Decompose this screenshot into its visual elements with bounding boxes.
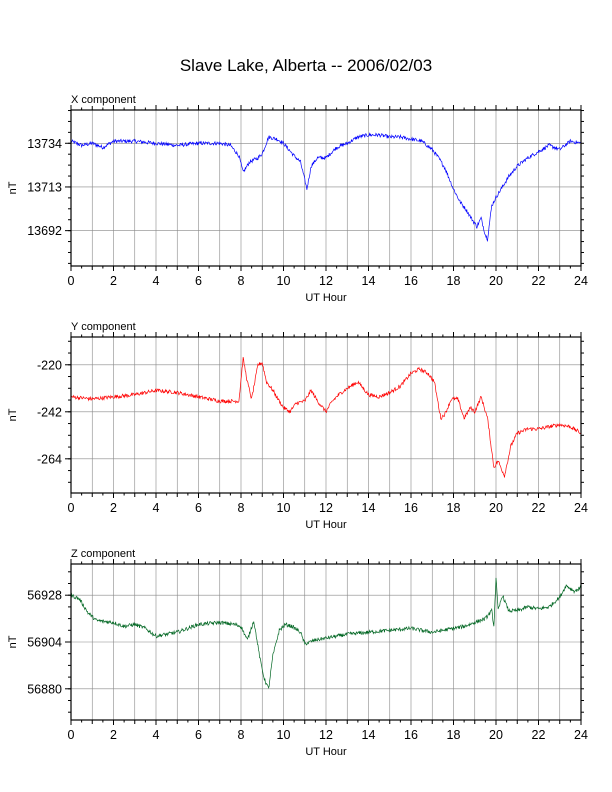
- x-tick-label: 0: [68, 501, 75, 515]
- x-tick-label: 10: [277, 274, 291, 288]
- x-tick-label: 24: [574, 274, 588, 288]
- panel-label: Z component: [71, 548, 135, 560]
- x-tick-label: 24: [574, 501, 588, 515]
- page-title: Slave Lake, Alberta -- 2006/02/03: [179, 56, 433, 75]
- x-tick-label: 18: [447, 501, 461, 515]
- x-tick-label: 24: [574, 728, 588, 742]
- x-tick-label: 2: [110, 728, 117, 742]
- x-tick-label: 6: [195, 501, 202, 515]
- y-axis-label: nT: [7, 408, 19, 421]
- y-tick-label: 56904: [27, 636, 62, 650]
- x-tick-label: 6: [195, 728, 202, 742]
- x-tick-label: 22: [532, 728, 546, 742]
- x-tick-label: 6: [195, 274, 202, 288]
- series-line: [70, 357, 582, 478]
- y-tick-label: -220: [37, 358, 62, 372]
- series-line: [70, 577, 582, 689]
- x-tick-label: 8: [238, 728, 245, 742]
- x-tick-label: 4: [153, 728, 160, 742]
- x-tick-label: 22: [532, 274, 546, 288]
- x-tick-label: 16: [404, 274, 418, 288]
- x-tick-label: 22: [532, 501, 546, 515]
- series-line: [70, 132, 582, 242]
- x-tick-label: 4: [153, 501, 160, 515]
- x-tick-label: 18: [447, 274, 461, 288]
- x-tick-label: 20: [489, 728, 503, 742]
- x-axis-label: UT Hour: [305, 746, 347, 758]
- x-tick-label: 14: [362, 501, 376, 515]
- panel-label: X component: [71, 94, 136, 106]
- x-tick-label: 12: [319, 274, 333, 288]
- x-tick-label: 20: [489, 274, 503, 288]
- y-tick-label: 13692: [27, 224, 62, 238]
- x-tick-label: 8: [238, 501, 245, 515]
- x-tick-label: 0: [68, 274, 75, 288]
- x-axis-label: UT Hour: [305, 519, 347, 531]
- y-tick-label: 13713: [27, 180, 62, 194]
- y-axis-label: nT: [7, 635, 19, 648]
- y-tick-label: 56928: [27, 589, 62, 603]
- y-tick-label: 56880: [27, 682, 62, 696]
- x-axis-label: UT Hour: [305, 292, 347, 304]
- x-tick-label: 10: [277, 728, 291, 742]
- x-tick-label: 2: [110, 501, 117, 515]
- panel-label: Y component: [71, 321, 136, 333]
- y-tick-label: -264: [37, 452, 62, 466]
- x-tick-label: 18: [447, 728, 461, 742]
- x-tick-label: 10: [277, 501, 291, 515]
- x-tick-label: 14: [362, 274, 376, 288]
- x-tick-label: 20: [489, 501, 503, 515]
- x-tick-label: 4: [153, 274, 160, 288]
- x-tick-label: 12: [319, 501, 333, 515]
- x-tick-label: 8: [238, 274, 245, 288]
- x-tick-label: 2: [110, 274, 117, 288]
- x-tick-label: 16: [404, 728, 418, 742]
- y-axis-label: nT: [7, 181, 19, 194]
- x-tick-label: 16: [404, 501, 418, 515]
- x-tick-label: 12: [319, 728, 333, 742]
- x-tick-label: 0: [68, 728, 75, 742]
- x-tick-label: 14: [362, 728, 376, 742]
- y-tick-label: 13734: [27, 137, 62, 151]
- y-tick-label: -242: [37, 405, 62, 419]
